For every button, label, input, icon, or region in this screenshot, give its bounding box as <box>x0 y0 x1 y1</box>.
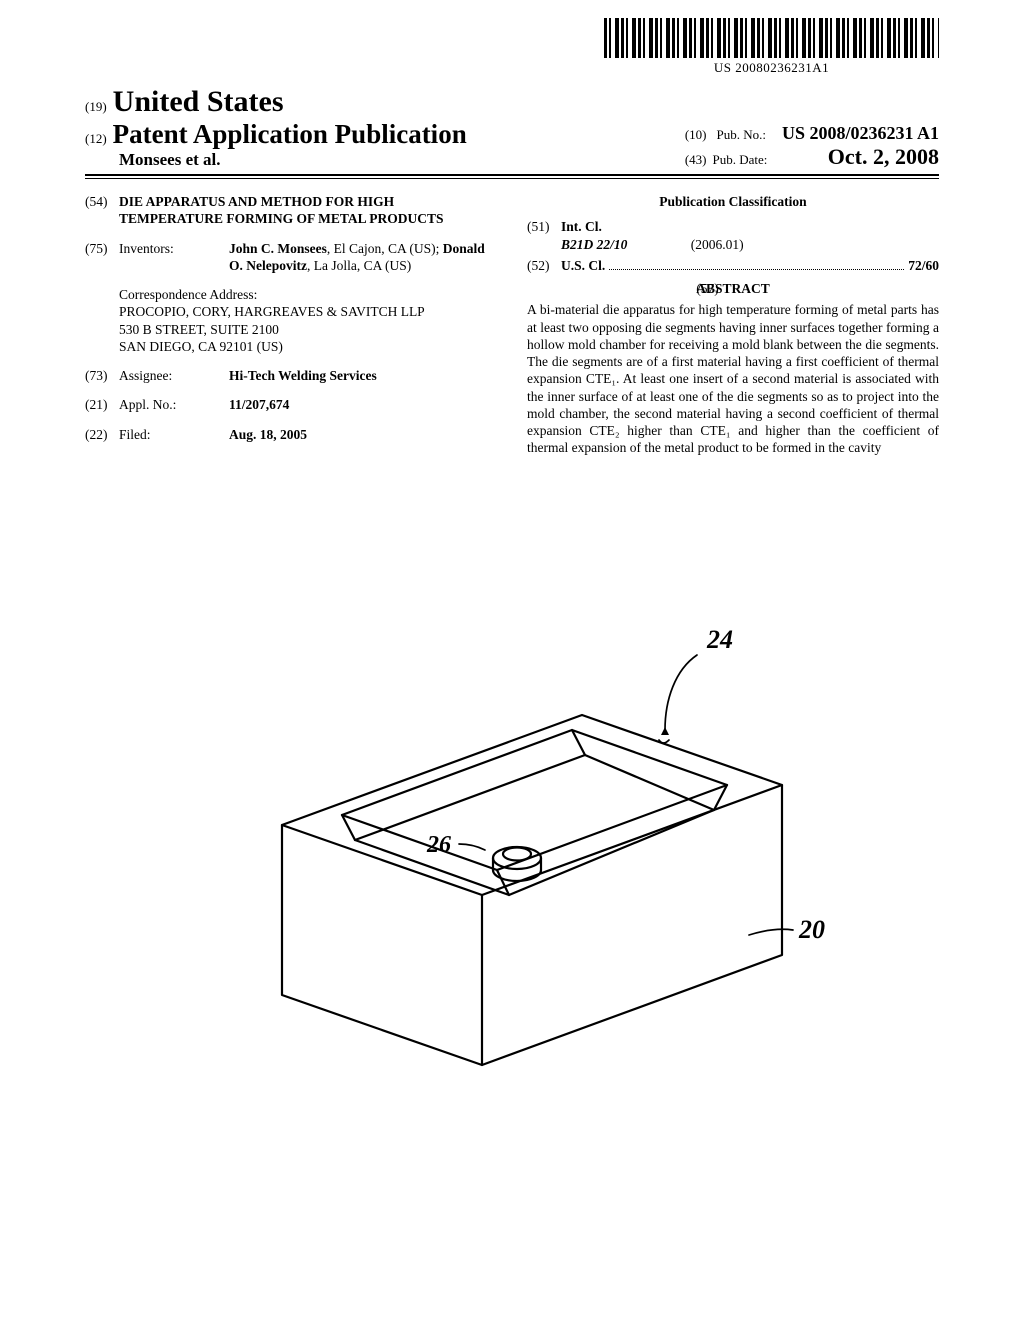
correspondence-address: Correspondence Address: PROCOPIO, CORY, … <box>119 286 497 355</box>
field-73-num: (73) <box>85 367 119 384</box>
field-73: (73) Assignee: Hi-Tech Welding Services <box>85 367 497 384</box>
field-73-label: Assignee: <box>119 367 229 384</box>
pub-no-label: Pub. No.: <box>716 127 765 142</box>
int-cl-code: B21D 22/10 (2006.01) <box>561 236 939 253</box>
pub-class-heading: Publication Classification <box>527 193 939 210</box>
inventors: John C. Monsees, El Cajon, CA (US); Dona… <box>229 240 497 275</box>
field-54: (54) DIE APPARATUS AND METHOD FOR HIGH T… <box>85 193 497 228</box>
die-apparatus-drawing: 24 26 20 <box>187 600 837 1080</box>
code-19: (19) <box>85 99 107 115</box>
header-rule-thick <box>85 174 939 176</box>
assignee: Hi-Tech Welding Services <box>229 367 497 384</box>
field-51: (51) Int. Cl. <box>527 218 939 235</box>
field-54-num: (54) <box>85 193 119 228</box>
barcode-number: US 20080236231A1 <box>604 60 939 76</box>
corr-label: Correspondence Address: <box>119 286 497 303</box>
country-title: United States <box>113 85 284 119</box>
document-header: (19) United States (12) Patent Applicati… <box>85 85 939 179</box>
field-22: (22) Filed: Aug. 18, 2005 <box>85 426 497 443</box>
header-rule-thin <box>85 178 939 179</box>
pub-date-label: Pub. Date: <box>712 152 767 168</box>
barcode-block: US 20080236231A1 <box>604 18 939 76</box>
fig-label-24: 24 <box>706 625 733 654</box>
filed-date: Aug. 18, 2005 <box>229 426 497 443</box>
field-21: (21) Appl. No.: 11/207,674 <box>85 396 497 413</box>
code-12: (12) <box>85 131 107 147</box>
abstract-heading: (57) ABSTRACT <box>527 280 939 297</box>
field-22-num: (22) <box>85 426 119 443</box>
field-57-num: (57) <box>696 280 730 297</box>
field-75-num: (75) <box>85 240 119 275</box>
invention-title: DIE APPARATUS AND METHOD FOR HIGH TEMPER… <box>119 193 497 228</box>
corr-line-2: 530 B STREET, SUITE 2100 <box>119 321 497 338</box>
fig-label-20: 20 <box>798 915 825 944</box>
field-52-label: U.S. Cl. <box>561 257 605 274</box>
code-43: (43) <box>685 152 707 168</box>
pub-date: Oct. 2, 2008 <box>828 144 939 170</box>
field-51-label: Int. Cl. <box>561 218 602 235</box>
biblio-columns: (54) DIE APPARATUS AND METHOD FOR HIGH T… <box>85 193 939 457</box>
pub-no: US 2008/0236231 A1 <box>782 123 939 143</box>
field-22-label: Filed: <box>119 426 229 443</box>
field-21-label: Appl. No.: <box>119 396 229 413</box>
patent-figure: 24 26 20 <box>0 600 1024 1085</box>
abstract-text: A bi-material die apparatus for high tem… <box>527 301 939 456</box>
field-21-num: (21) <box>85 396 119 413</box>
authors: Monsees et al. <box>119 150 467 170</box>
right-column: Publication Classification (51) Int. Cl.… <box>527 193 939 457</box>
field-52: (52) U.S. Cl. 72/60 <box>527 257 939 274</box>
barcode <box>604 18 939 58</box>
fig-label-26: 26 <box>426 832 451 858</box>
field-75: (75) Inventors: John C. Monsees, El Cajo… <box>85 240 497 275</box>
int-cl-value: B21D 22/10 <box>561 237 627 252</box>
field-51-num: (51) <box>527 218 561 235</box>
field-75-label: Inventors: <box>119 240 229 275</box>
left-column: (54) DIE APPARATUS AND METHOD FOR HIGH T… <box>85 193 497 457</box>
dot-leader <box>609 269 904 270</box>
field-52-num: (52) <box>527 257 561 274</box>
us-cl-value: 72/60 <box>908 257 939 274</box>
publication-type: Patent Application Publication <box>113 119 467 150</box>
corr-line-3: SAN DIEGO, CA 92101 (US) <box>119 338 497 355</box>
appl-no: 11/207,674 <box>229 396 497 413</box>
code-10: (10) <box>685 127 707 142</box>
int-cl-year: (2006.01) <box>691 237 744 252</box>
corr-line-1: PROCOPIO, CORY, HARGREAVES & SAVITCH LLP <box>119 303 497 320</box>
